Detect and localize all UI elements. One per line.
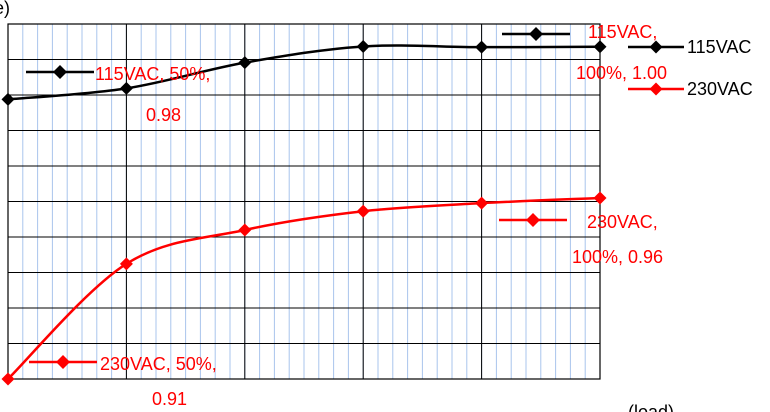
annotation-layer: 115VAC, 50%, 0.98 115VAC, 100%, 1.00 230VAC,…: [26, 22, 667, 409]
data-label-marker: [526, 213, 540, 227]
series-115vac: [1, 39, 607, 106]
data-label-marker: [529, 27, 543, 41]
data-label: 115VAC, 100%, 1.00: [502, 22, 667, 83]
data-label-line1: 115VAC,: [588, 22, 657, 42]
data-point: [475, 40, 489, 54]
data-label-line1: 230VAC, 50%,: [100, 354, 217, 374]
data-label-line2: 100%, 0.96: [572, 247, 663, 267]
data-label-marker: [53, 65, 67, 79]
series-230vac: [1, 191, 607, 386]
data-label: 230VAC, 50%, 0.91: [29, 354, 217, 409]
series-layer: [1, 39, 607, 386]
data-label-line2: 100%, 1.00: [576, 63, 667, 83]
series-line: [7, 44, 601, 101]
data-point: [1, 372, 15, 386]
legend-label: 230VAC: [687, 79, 753, 99]
data-point: [238, 223, 252, 237]
major-gridlines: [8, 24, 600, 379]
data-point: [1, 92, 15, 106]
legend-entry-115vac: 115VAC: [628, 37, 751, 57]
x-axis-caption: (load): [628, 402, 674, 412]
data-label-line2: 0.98: [146, 105, 181, 125]
data-label-line1: 230VAC,: [587, 212, 658, 232]
legend-entry-230vac: 230VAC: [628, 79, 753, 99]
data-label: 115VAC, 50%, 0.98: [26, 64, 210, 125]
data-point: [356, 39, 370, 53]
legend-label: 115VAC: [687, 37, 751, 57]
data-label: 230VAC, 100%, 0.96: [499, 212, 663, 267]
series-line: [7, 196, 601, 380]
data-point: [475, 196, 489, 210]
legend: 115VAC 230VAC: [628, 37, 753, 99]
data-point: [593, 191, 607, 205]
data-point: [356, 204, 370, 218]
data-label-line1: 115VAC, 50%,: [95, 64, 210, 84]
legend-swatch-marker: [649, 40, 663, 54]
data-point: [119, 257, 133, 271]
panel-label: e): [0, 0, 10, 18]
data-point: [119, 81, 133, 95]
data-label-marker: [56, 355, 70, 369]
legend-swatch-marker: [649, 82, 663, 96]
data-point: [593, 40, 607, 54]
data-point: [238, 56, 252, 70]
data-label-line2: 0.91: [152, 389, 187, 409]
